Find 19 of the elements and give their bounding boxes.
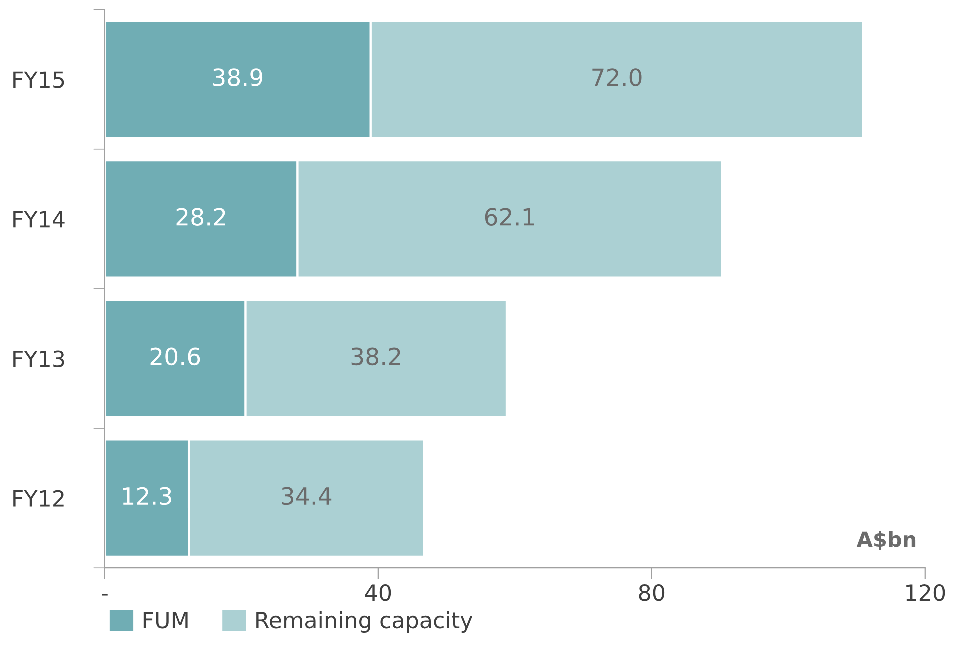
y-tick-label: FY14 — [14, 211, 65, 228]
data-label: 12.3 — [123, 487, 172, 506]
legend-label: Remaining capacity — [256, 611, 473, 633]
y-tick-label: FY13 — [14, 350, 64, 368]
data-label: 28.2 — [176, 208, 226, 226]
data-label: 20.6 — [150, 348, 200, 366]
legend-label: FUM — [144, 612, 188, 629]
x-tick-label: - — [102, 594, 108, 596]
x-tick-label: 120 — [906, 584, 946, 602]
y-tick-label: FY12 — [14, 490, 64, 507]
annotation: A$bn — [856, 531, 916, 550]
data-label: 38.2 — [352, 348, 400, 366]
x-tick-label: 80 — [639, 584, 665, 602]
x-tick-label: 40 — [365, 584, 392, 602]
data-label: 34.4 — [282, 487, 332, 506]
data-label: 38.9 — [213, 68, 263, 86]
y-tick-label: FY15 — [14, 72, 64, 88]
data-label: 62.1 — [485, 208, 534, 226]
data-label: 72.0 — [592, 68, 642, 86]
